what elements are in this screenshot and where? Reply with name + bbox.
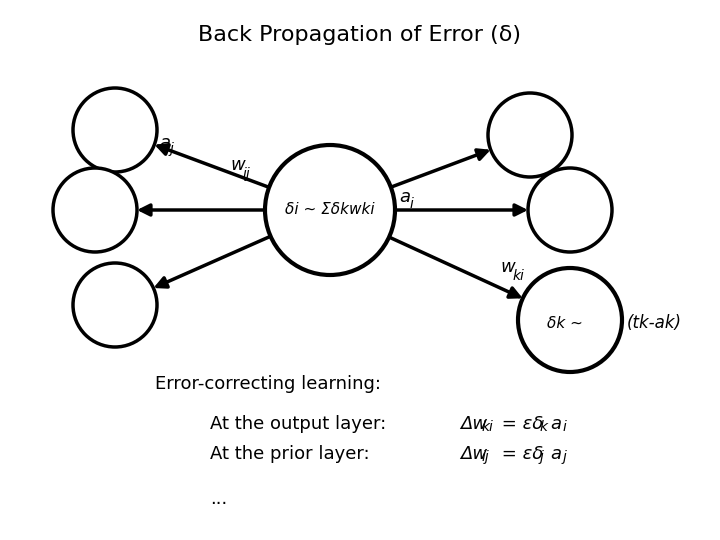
Text: ki: ki	[482, 420, 494, 434]
Circle shape	[518, 268, 622, 372]
Text: ki: ki	[513, 269, 525, 283]
Text: w: w	[230, 156, 245, 174]
Circle shape	[265, 145, 395, 275]
Text: a: a	[550, 415, 561, 433]
Text: ...: ...	[210, 490, 228, 508]
Text: Error-correcting learning:: Error-correcting learning:	[155, 375, 381, 393]
Text: (tk-ak): (tk-ak)	[627, 314, 682, 332]
Text: δk ~: δk ~	[547, 315, 583, 330]
Text: k: k	[540, 420, 548, 434]
Text: i: i	[563, 420, 567, 434]
Text: = εδ: = εδ	[496, 445, 544, 463]
Text: w: w	[500, 258, 515, 276]
Circle shape	[528, 168, 612, 252]
Text: ij: ij	[243, 167, 251, 181]
Text: Δw: Δw	[460, 445, 487, 463]
Circle shape	[73, 88, 157, 172]
Circle shape	[53, 168, 137, 252]
Text: At the output layer:: At the output layer:	[210, 415, 386, 433]
Text: ij: ij	[482, 450, 490, 464]
Text: a: a	[159, 134, 170, 152]
Text: j: j	[563, 450, 567, 464]
Circle shape	[73, 263, 157, 347]
Text: a: a	[550, 445, 561, 463]
Text: = εδ: = εδ	[496, 415, 544, 433]
Text: j: j	[170, 142, 174, 156]
Circle shape	[488, 93, 572, 177]
Text: At the prior layer:: At the prior layer:	[210, 445, 369, 463]
Text: Back Propagation of Error (δ): Back Propagation of Error (δ)	[199, 25, 521, 45]
Text: δi ~ Σδkwki: δi ~ Σδkwki	[285, 202, 375, 218]
Text: a: a	[399, 188, 410, 206]
Text: i: i	[410, 197, 414, 211]
Text: j: j	[540, 450, 544, 464]
Text: Δw: Δw	[460, 415, 487, 433]
